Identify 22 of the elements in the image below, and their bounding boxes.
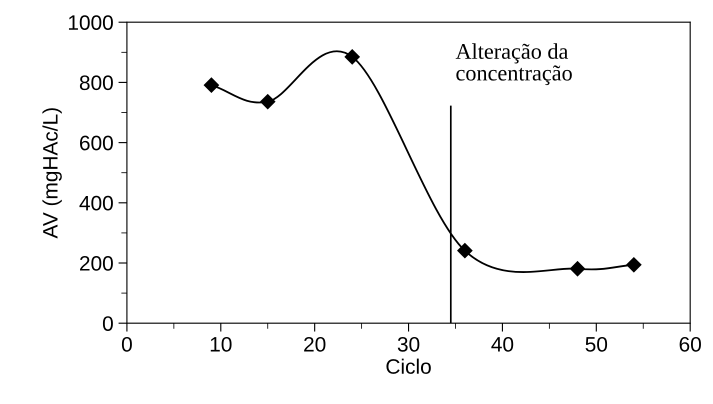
point <box>204 78 219 93</box>
y-tick-label: 1000 <box>68 15 113 30</box>
x-tick-label: 30 <box>398 336 420 352</box>
y-tick-label: 400 <box>79 196 113 211</box>
point <box>344 49 360 64</box>
point <box>570 261 586 276</box>
x-tick-label: 60 <box>680 336 701 352</box>
y-tick-label: 200 <box>80 256 113 271</box>
y-axis-title: AV (mgHAc/L) <box>42 108 62 238</box>
point <box>260 94 276 110</box>
point <box>457 243 472 258</box>
x-tick-label: 20 <box>304 336 326 352</box>
point <box>626 257 642 272</box>
x-tick-label: 10 <box>210 336 232 352</box>
y-tick-label: 800 <box>80 75 113 90</box>
y-tick-label: 600 <box>80 136 113 150</box>
x-tick-label: 40 <box>491 336 514 352</box>
x-axis-title: Ciclo <box>386 358 431 374</box>
ref-line-label: Alteração da concentração <box>456 43 572 86</box>
x-tick-label: 0 <box>122 336 132 352</box>
y-tick-label: 0 <box>102 316 113 331</box>
x-tick-label: 50 <box>586 336 608 352</box>
